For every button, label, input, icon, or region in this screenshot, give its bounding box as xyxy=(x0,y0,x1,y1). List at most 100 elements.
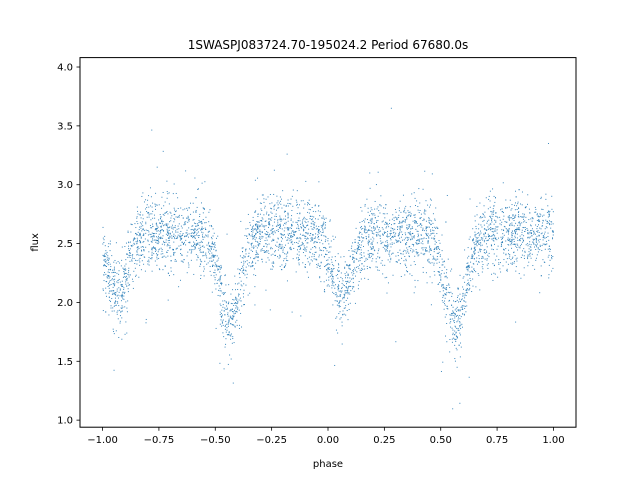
data-point xyxy=(552,230,554,232)
data-point xyxy=(213,232,215,234)
data-point xyxy=(117,294,119,296)
data-point xyxy=(433,251,435,253)
data-point xyxy=(254,227,256,229)
data-point xyxy=(173,252,175,254)
data-point xyxy=(530,225,532,227)
data-point xyxy=(474,231,476,233)
data-point xyxy=(269,193,271,195)
data-point xyxy=(446,269,448,271)
data-point xyxy=(529,241,531,243)
data-point xyxy=(387,224,389,226)
data-point xyxy=(204,222,206,224)
data-point xyxy=(363,230,365,232)
data-point xyxy=(536,219,538,221)
data-point xyxy=(167,250,169,252)
data-point xyxy=(414,220,416,222)
data-point xyxy=(497,217,499,219)
data-point xyxy=(392,229,394,231)
data-point xyxy=(220,312,222,314)
data-point xyxy=(133,237,135,239)
data-point xyxy=(330,246,332,248)
data-point xyxy=(139,240,141,242)
data-point xyxy=(533,239,535,241)
data-point xyxy=(546,227,548,229)
data-point xyxy=(444,316,446,318)
data-point xyxy=(162,235,164,237)
data-point xyxy=(140,236,142,238)
data-point xyxy=(548,264,550,266)
data-point xyxy=(401,257,403,259)
data-point xyxy=(108,257,110,259)
data-point xyxy=(141,221,143,223)
data-point xyxy=(362,268,364,270)
data-point xyxy=(297,259,299,261)
data-point xyxy=(408,255,410,257)
data-point xyxy=(358,267,360,269)
data-point xyxy=(255,232,257,234)
data-point xyxy=(498,262,500,264)
data-point xyxy=(355,251,357,253)
data-point xyxy=(474,253,476,255)
data-point xyxy=(194,231,195,233)
data-point xyxy=(131,260,133,262)
data-point xyxy=(259,226,261,228)
data-point xyxy=(327,271,329,273)
data-point xyxy=(241,305,243,307)
data-point xyxy=(395,261,397,263)
data-point xyxy=(519,221,521,223)
data-point xyxy=(318,229,320,231)
data-point xyxy=(478,274,480,276)
data-point xyxy=(172,235,174,237)
data-point xyxy=(136,234,138,236)
data-point xyxy=(422,271,424,273)
data-point xyxy=(386,247,388,249)
data-point xyxy=(108,296,110,298)
data-point xyxy=(373,226,375,228)
data-point xyxy=(125,272,127,274)
data-point xyxy=(487,233,489,235)
data-point xyxy=(192,249,194,251)
data-point xyxy=(425,200,427,202)
data-point xyxy=(251,233,253,235)
data-point xyxy=(438,283,440,285)
data-point xyxy=(156,225,158,227)
data-point xyxy=(472,256,474,258)
data-point xyxy=(293,247,295,249)
data-point xyxy=(465,273,467,275)
data-point xyxy=(188,236,189,238)
data-point xyxy=(506,221,508,223)
data-point xyxy=(300,247,302,249)
data-point xyxy=(422,188,424,190)
data-point xyxy=(536,244,538,246)
data-point xyxy=(487,254,489,256)
data-point xyxy=(215,250,217,252)
data-point xyxy=(153,214,155,216)
data-point xyxy=(289,248,291,250)
data-point xyxy=(302,200,304,202)
data-point xyxy=(516,260,518,262)
data-point xyxy=(354,241,356,243)
data-point xyxy=(477,273,479,275)
data-point xyxy=(203,246,205,248)
data-point xyxy=(514,243,516,245)
data-point xyxy=(115,300,116,302)
data-point xyxy=(360,247,362,249)
data-point xyxy=(211,291,213,293)
data-point xyxy=(235,307,237,309)
data-point xyxy=(491,248,493,250)
data-point xyxy=(104,245,106,247)
data-point xyxy=(139,264,141,266)
y-tick-label: 1.5 xyxy=(57,357,73,368)
data-point xyxy=(189,241,191,243)
data-point xyxy=(315,228,317,230)
data-point xyxy=(468,376,470,378)
data-point xyxy=(222,319,224,321)
data-point xyxy=(279,265,281,267)
data-point xyxy=(157,230,159,232)
data-point xyxy=(118,309,120,311)
data-point xyxy=(530,257,532,259)
data-point xyxy=(511,224,513,226)
data-point xyxy=(410,214,412,216)
data-point xyxy=(522,238,524,240)
data-point xyxy=(261,237,263,239)
